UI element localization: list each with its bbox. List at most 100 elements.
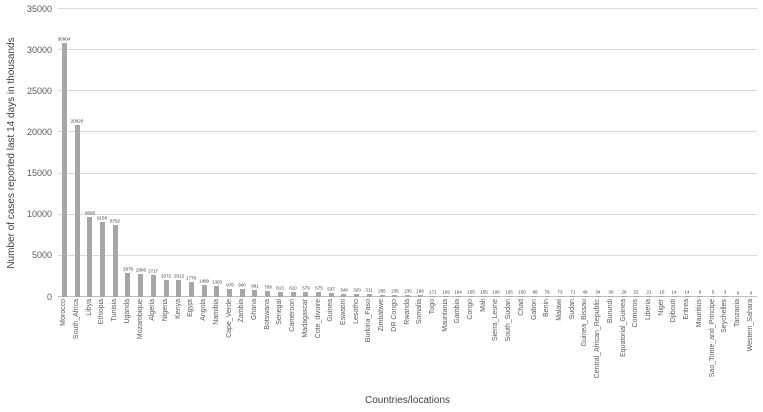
- category-label: Mauritania: [441, 299, 449, 332]
- bar: [430, 295, 436, 297]
- category-label: Guinea_Bissau: [581, 299, 589, 347]
- bar: [379, 294, 385, 297]
- category-label: Chad: [517, 299, 525, 316]
- bar-value-label: 2978: [122, 267, 133, 272]
- plot-area: 30904 20920 9698 9158 8792 2978 2806 2717 2072 20…: [58, 8, 757, 297]
- bar-value-label: 613: [276, 286, 285, 291]
- category-label: Burundi: [606, 299, 614, 324]
- category-label: Gambia: [454, 299, 462, 324]
- bar-value-label: 73: [557, 290, 563, 296]
- bar-value-label: 71: [570, 290, 576, 296]
- category-label: South_Sudan: [505, 299, 513, 342]
- category-label: Equatorial_Guinea: [619, 299, 627, 357]
- bar: [290, 291, 296, 297]
- bar-value-label: 14: [684, 290, 690, 296]
- bar: [354, 294, 360, 297]
- category-label: Senegal: [276, 299, 284, 325]
- y-tick-label: 10000: [26, 209, 52, 220]
- bar: [557, 296, 563, 297]
- bar-value-label: 79: [544, 290, 550, 296]
- bar: [405, 295, 410, 297]
- bar: [74, 124, 80, 297]
- category-label: Egypt: [187, 299, 195, 317]
- category-label: Rwanda: [403, 299, 411, 325]
- bar-value-label: 709: [263, 285, 272, 291]
- bar-value-label: 311: [365, 288, 373, 294]
- bar-value-label: 5: [711, 290, 714, 296]
- category-label: Gabon: [530, 299, 538, 321]
- bar: [392, 295, 398, 297]
- category-label: Guinea: [327, 299, 335, 322]
- bar: [608, 296, 614, 297]
- bar: [138, 273, 144, 297]
- bar-value-label: 100: [518, 290, 526, 296]
- bar-value-label: 98: [532, 290, 538, 296]
- bar: [316, 292, 322, 297]
- bar-value-label: 0: [749, 291, 752, 297]
- bar: [99, 221, 105, 297]
- gridline: [58, 49, 757, 51]
- category-label: Ethiopia: [98, 299, 106, 325]
- y-tick-label: 5000: [31, 250, 52, 261]
- bar-value-label: 164: [454, 290, 463, 295]
- y-tick-label: 30000: [26, 44, 52, 55]
- bar-value-label: 6: [698, 290, 702, 296]
- bar-value-label: 1303: [211, 280, 222, 286]
- bar: [417, 295, 423, 297]
- bar-value-label: 106: [492, 290, 501, 296]
- bar: [239, 289, 245, 297]
- bar: [544, 296, 550, 297]
- category-label: Tanzania: [733, 299, 741, 328]
- category-label: Ghana: [250, 299, 258, 321]
- category-label: Western_Sahara: [746, 299, 754, 352]
- category-label: Seychelles: [721, 299, 729, 333]
- bar-value-label: 2806: [135, 268, 146, 273]
- bar-value-label: 21: [646, 290, 652, 296]
- bar: [684, 296, 690, 297]
- bar: [252, 289, 258, 297]
- category-label: Congo: [467, 299, 475, 320]
- category-label: South_Africa: [73, 299, 81, 340]
- bar-value-label: 105: [505, 290, 513, 296]
- bar-value-label: 285: [378, 289, 386, 294]
- bar: [265, 291, 271, 297]
- gridline: [58, 8, 757, 9]
- bar: [468, 295, 474, 297]
- bar: [697, 296, 703, 297]
- bar: [328, 292, 334, 297]
- bar-value-label: 3: [723, 290, 727, 296]
- category-label: Madagascar: [301, 299, 309, 338]
- y-axis-tick-labels: 0 5000 10000 15000 20000 25000 30000 35000: [0, 0, 52, 412]
- category-label: Kenya: [174, 299, 182, 319]
- bar: [570, 296, 576, 297]
- bar: [277, 291, 283, 297]
- category-label: Mali: [479, 299, 487, 312]
- category-label: Mozambique: [136, 299, 144, 340]
- bar-value-label: 169: [441, 290, 450, 295]
- category-label: Zimbabwe: [378, 299, 386, 332]
- bar: [506, 296, 512, 297]
- gridline: [58, 90, 757, 92]
- bar: [659, 296, 665, 297]
- bar: [188, 282, 194, 297]
- bar: [582, 296, 588, 297]
- category-label: Algeria: [149, 299, 157, 321]
- category-label: Comoros: [632, 299, 640, 328]
- bar-value-label: 579: [302, 286, 310, 292]
- category-label: Namibia: [212, 299, 220, 325]
- bar: [163, 279, 169, 297]
- bar: [443, 295, 449, 297]
- bar-value-label: 49: [582, 290, 588, 296]
- category-label: Lesotho: [352, 299, 360, 324]
- y-tick-label: 25000: [26, 85, 52, 96]
- bar-value-label: 1489: [199, 279, 210, 284]
- category-label: Burkina_Faso: [365, 299, 373, 343]
- category-label: Libya: [85, 299, 93, 316]
- y-tick-label: 35000: [26, 3, 52, 14]
- gridline: [58, 131, 757, 133]
- bar: [595, 296, 601, 297]
- category-label: Botswana: [263, 299, 271, 330]
- bar-value-label: 28: [621, 290, 627, 296]
- bar: [227, 288, 233, 297]
- bar: [341, 294, 347, 297]
